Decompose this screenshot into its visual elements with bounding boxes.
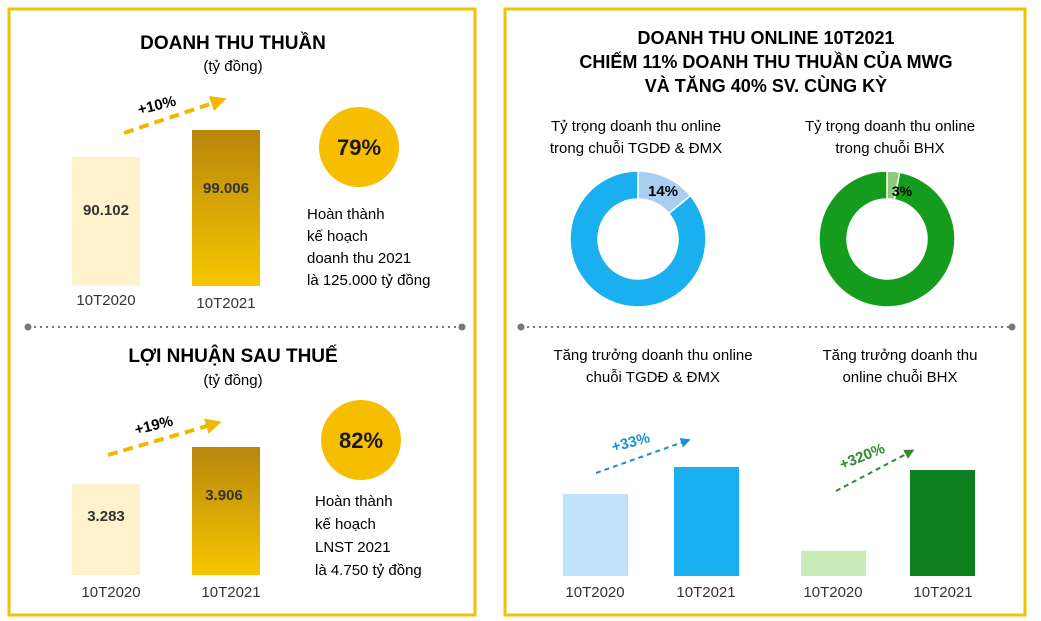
revenue-badge (319, 107, 399, 187)
donut-online-slice-2 (569, 170, 707, 308)
profit-growth-arrow (107, 418, 222, 457)
profit-bar-10t2021 (192, 447, 260, 575)
online-tick-10t2020: 10T2020 (565, 584, 624, 601)
bhx-bar-10t2020 (801, 550, 866, 576)
donut-bhx-label: 3% (892, 183, 913, 199)
left-separator-dot-start (24, 323, 32, 331)
growth-online-arrow (595, 437, 691, 474)
left-separator-dot-end (458, 323, 466, 331)
profit-unit: (tỷ đồng) (203, 372, 262, 389)
revenue-tick-10t2021: 10T2021 (196, 295, 255, 312)
donut-online-title-line-1: Tỷ trọng doanh thu online (551, 118, 721, 135)
donut-bhx-title-line-1: Tỷ trọng doanh thu online (805, 118, 975, 135)
online-bar-10t2021 (674, 467, 739, 576)
profit-value-10t2021: 3.906 (205, 487, 243, 504)
growth-online-title-line-1: Tăng trưởng doanh thu online (553, 347, 752, 364)
profit-badge (321, 400, 401, 480)
bhx-bar-10t2021 (910, 470, 975, 576)
profit-note-line-1: Hoàn thành (315, 493, 393, 510)
profit-bar-10t2020 (72, 484, 140, 575)
profit-value-10t2020: 3.283 (87, 508, 125, 525)
donut-online-label: 14% (648, 183, 678, 200)
profit-tick-10t2020: 10T2020 (81, 584, 140, 601)
online-title-line-1: DOANH THU ONLINE 10T2021 (637, 28, 894, 48)
revenue-value-10t2021: 99.006 (203, 180, 249, 197)
right-panel (503, 7, 1027, 617)
growth-bhx-title-line-1: Tăng trưởng doanh thu (823, 347, 978, 364)
revenue-note-line-3: doanh thu 2021 (307, 250, 411, 267)
donut-online-title-line-2: trong chuỗi TGDĐ & ĐMX (550, 140, 722, 157)
revenue-title: DOANH THU THUẦN (140, 32, 326, 54)
revenue-value-10t2020: 90.102 (83, 202, 129, 219)
revenue-badge-value: 79% (337, 135, 381, 160)
profit-note-line-3: LNST 2021 (315, 539, 391, 556)
growth-bhx-arrow (835, 449, 915, 492)
revenue-note-line-2: kế hoạch (307, 228, 368, 245)
profit-badge-value: 82% (339, 428, 383, 453)
bhx-tick-10t2020: 10T2020 (803, 584, 862, 601)
online-bar-10t2020 (563, 494, 628, 576)
donut-online (569, 170, 707, 308)
donut-bhx-title-line-2: trong chuỗi BHX (835, 140, 944, 157)
profit-note-line-4: là 4.750 tỷ đồng (315, 562, 422, 579)
right-separator-dot-end (1008, 323, 1016, 331)
profit-title: LỢI NHUẬN SAU THUẾ (128, 345, 337, 367)
bhx-tick-10t2021: 10T2021 (913, 584, 972, 601)
profit-tick-10t2021: 10T2021 (201, 584, 260, 601)
revenue-growth-label: +10% (136, 93, 178, 119)
online-title-line-3: VÀ TĂNG 40% SV. CÙNG KỲ (645, 75, 887, 96)
donut-bhx (818, 170, 956, 308)
left-panel (7, 7, 477, 617)
donut-bhx-slice-2 (818, 170, 956, 308)
profit-note-line-2: kế hoạch (315, 516, 376, 533)
growth-online-title-line-2: chuỗi TGDĐ & ĐMX (586, 369, 720, 386)
revenue-note-line-1: Hoàn thành (307, 206, 385, 223)
right-separator-dot-start (517, 323, 525, 331)
revenue-bar-10t2021 (192, 130, 260, 286)
growth-online-label: +33% (610, 429, 652, 455)
online-title-line-2: CHIẾM 11% DOANH THU THUẦN CỦA MWG (579, 51, 952, 72)
revenue-unit: (tỷ đồng) (203, 58, 262, 75)
revenue-growth-arrow (123, 95, 227, 135)
online-tick-10t2021: 10T2021 (676, 584, 735, 601)
revenue-bar-10t2020 (72, 156, 140, 286)
growth-bhx-title-line-2: online chuỗi BHX (842, 369, 957, 386)
revenue-tick-10t2020: 10T2020 (76, 292, 135, 309)
profit-growth-label: +19% (133, 413, 175, 439)
revenue-note-line-4: là 125.000 tỷ đồng (307, 272, 430, 289)
